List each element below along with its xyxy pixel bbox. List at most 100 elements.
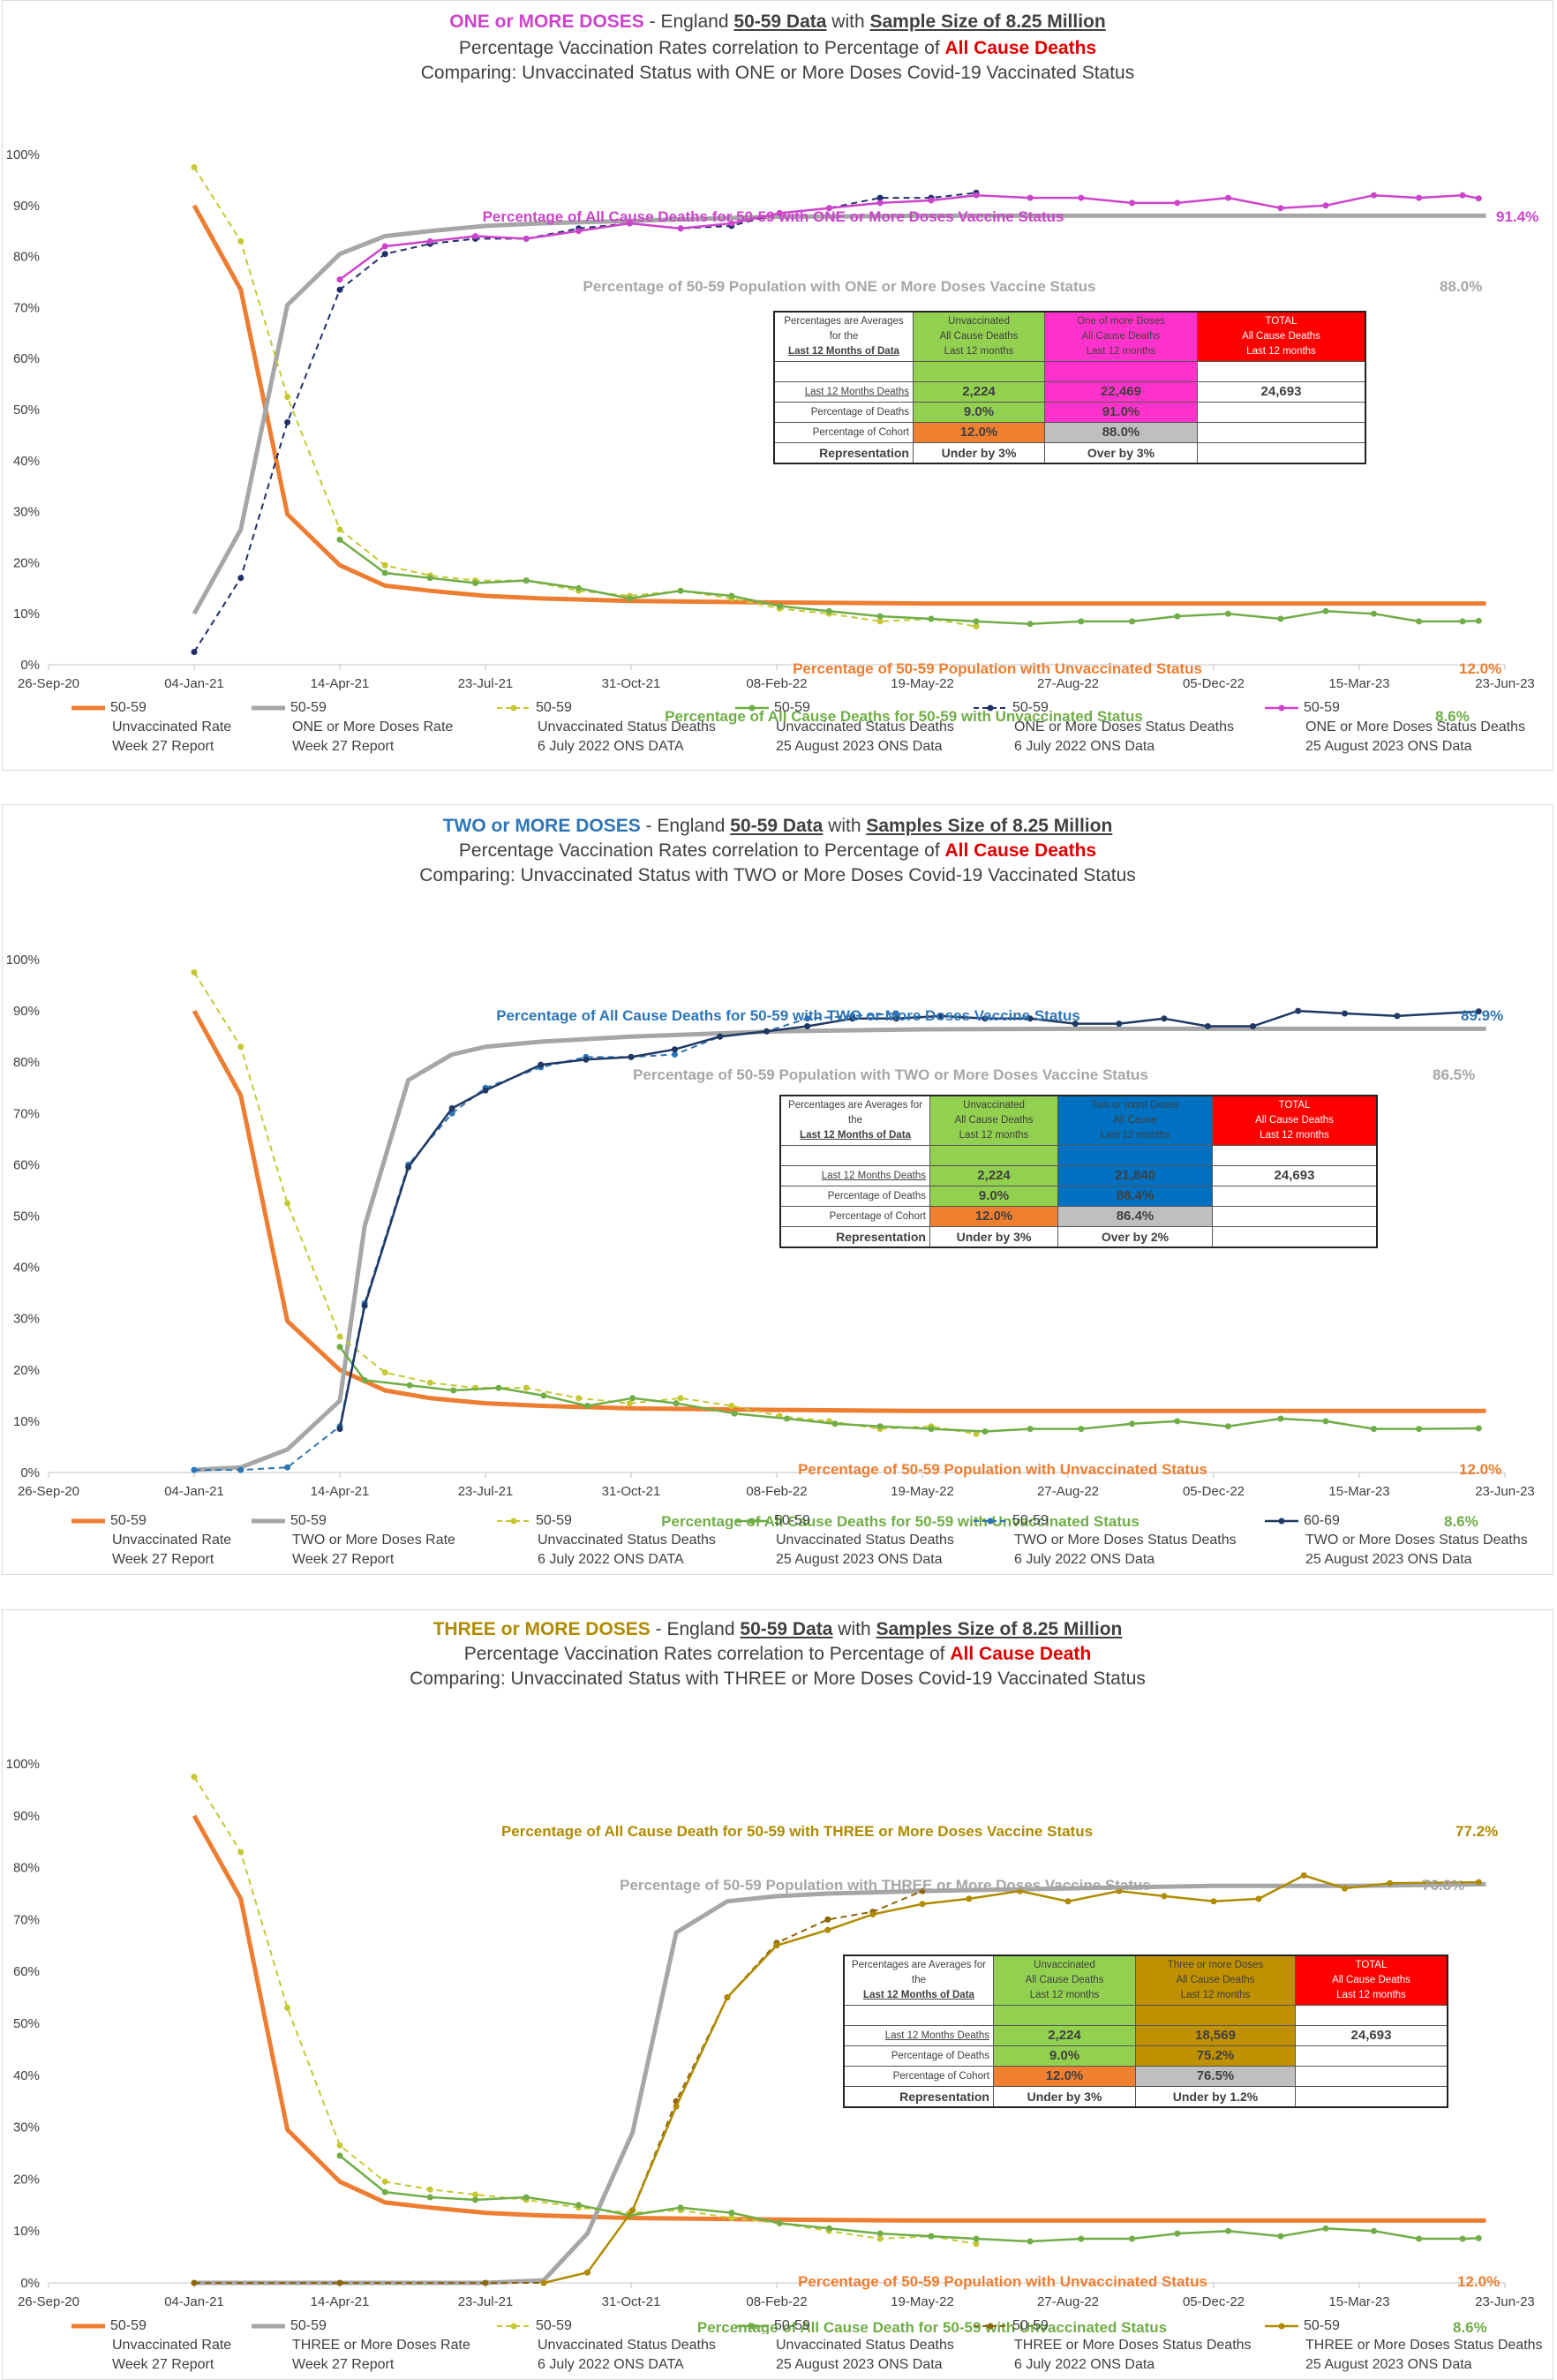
chart-legend: 50-59 Unvaccinated Rate Week 27 Report 50-5… — [3, 1511, 1553, 1573]
legend-label: 25 August 2023 ONS Data — [776, 739, 943, 754]
y-tick-label: 60% — [13, 1157, 40, 1172]
data-point — [776, 603, 783, 609]
data-point — [673, 2103, 680, 2110]
data-point — [677, 2204, 684, 2211]
legend-label: 6 July 2022 ONS DATA — [538, 2357, 684, 2372]
legend-label: ONE or More Doses Rate — [292, 719, 454, 734]
chart-panel-1: ONE or MORE DOSES - England 50-59 Data w… — [2, 0, 1553, 771]
table-header-note: Percentages are Averages for the Last 12 … — [773, 311, 914, 362]
legend-swatch — [497, 704, 530, 712]
data-point — [1475, 1879, 1482, 1886]
data-point — [336, 526, 343, 533]
series-value-label: 8.6% — [1453, 2319, 1487, 2334]
y-tick-label: 90% — [13, 199, 40, 214]
data-point — [825, 607, 832, 614]
legend-label: Week 27 Report — [292, 739, 395, 754]
legend-label: 50-59 — [290, 2318, 327, 2333]
data-point — [973, 2241, 980, 2248]
y-tick-label: 40% — [13, 454, 40, 469]
legend-label: 6 July 2022 ONS DATA — [538, 739, 684, 754]
data-point — [825, 2225, 832, 2232]
legend-entry: 50-59 Unvaccinated Status Deaths 6 July 20… — [497, 698, 716, 757]
y-tick-label: 80% — [13, 1055, 40, 1070]
data-point — [426, 2186, 433, 2193]
table-cell — [1212, 1206, 1378, 1227]
data-point — [1027, 621, 1034, 628]
data-point — [575, 2202, 583, 2209]
y-tick-label: 40% — [13, 1261, 40, 1276]
data-point — [869, 1911, 876, 1917]
series-value-label: 77.2% — [1455, 1823, 1498, 1840]
data-point — [1475, 1008, 1482, 1015]
table-spacer — [993, 2005, 1136, 2026]
legend-label: 6 July 2022 ONS Data — [1014, 2357, 1155, 2372]
title-text: - England — [640, 816, 731, 836]
data-point — [540, 1392, 547, 1399]
data-point — [1277, 2233, 1284, 2240]
title-text: with — [832, 1619, 876, 1639]
data-point — [1322, 2225, 1329, 2232]
data-point — [672, 1051, 678, 1058]
data-point — [937, 1013, 944, 1020]
chart-panel-2: TWO or MORE DOSES - England 50-59 Data w… — [2, 804, 1553, 1575]
series-annotation: Percentage of 50-59 Population with ONE … — [583, 278, 1096, 295]
data-point — [584, 1403, 590, 1409]
x-tick-label: 08-Feb-22 — [746, 1484, 807, 1499]
legend-swatch — [71, 1518, 105, 1524]
series-annotation: Percentage of All Cause Deaths for 50-59… — [661, 1513, 1140, 1529]
legend-label: 25 August 2023 ONS Data — [776, 1552, 943, 1567]
data-point — [1129, 2235, 1136, 2242]
data-point — [1416, 618, 1423, 625]
data-point — [677, 587, 684, 594]
legend-entry: 50-59 THREE or More Doses Status Deaths 25… — [1265, 2316, 1543, 2375]
legend-entry: 50-59 TWO or More Doses Rate Week 27 Repor… — [252, 1511, 455, 1570]
y-tick-label: 40% — [13, 2068, 40, 2083]
table-cell: 88.4% — [1057, 1186, 1213, 1207]
data-point — [1371, 610, 1377, 617]
chart-panel-3: THREE or MORE DOSES - England 50-59 Data… — [2, 1609, 1553, 2380]
data-point — [336, 2152, 343, 2159]
table-spacer — [929, 1145, 1058, 1166]
table-cell — [1197, 442, 1366, 464]
table-cell: 24,693 — [1295, 2025, 1448, 2046]
chart-subtitle-2: Comparing: Unvaccinated Status with THRE… — [410, 1668, 1146, 1689]
chart-subtitle: Percentage Vaccination Rates correlation… — [3, 1642, 1553, 1667]
table-cell: 18,569 — [1135, 2025, 1296, 2046]
chart-legend: 50-59 Unvaccinated Rate Week 27 Report 50-5… — [3, 698, 1553, 760]
data-point — [1250, 1023, 1256, 1029]
data-point — [575, 584, 583, 591]
legend-entry: 50-59 Unvaccinated Status Deaths 25 August… — [735, 2316, 954, 2375]
data-point — [1322, 202, 1329, 209]
series-line-2 — [193, 1026, 1486, 1472]
data-point — [628, 1053, 635, 1060]
data-point — [804, 1015, 811, 1022]
x-tick-label: 15-Mar-23 — [1328, 676, 1389, 691]
x-tick-label: 23-Jul-21 — [458, 2294, 514, 2309]
table-cell: 86.4% — [1057, 1206, 1213, 1227]
series-annotation: Percentage of All Cause Deaths for 50-59… — [496, 1007, 1080, 1024]
table-header-unvaccinated: Unvaccinated All Cause Deaths Last 12 mont… — [993, 1954, 1136, 2006]
data-point — [472, 2196, 478, 2203]
summary-table: Percentages are Averages for the Last 12 M… — [779, 1095, 1378, 1248]
series-value-label: 8.6% — [1435, 708, 1470, 725]
data-point — [731, 1410, 738, 1417]
x-tick-label: 08-Feb-22 — [746, 676, 807, 691]
table-cell — [1212, 1186, 1378, 1207]
table-cell: Over by 2% — [1057, 1226, 1213, 1248]
data-point — [728, 2215, 735, 2221]
series-line-1 — [192, 204, 1486, 606]
data-point — [426, 2194, 433, 2201]
table-cell: Over by 3% — [1044, 442, 1198, 464]
data-point — [284, 1200, 291, 1207]
x-tick-label: 05-Dec-22 — [1183, 676, 1245, 691]
legend-label: 25 August 2023 ONS Data — [1305, 739, 1472, 754]
x-tick-label: 27-Aug-22 — [1037, 1484, 1099, 1499]
legend-entry: 50-59 Unvaccinated Rate Week 27 Report — [71, 698, 231, 757]
data-point — [824, 1916, 831, 1923]
data-point — [876, 1423, 884, 1430]
table-row-label: Percentage of Cohort — [779, 1206, 930, 1227]
subtitle-text: Percentage Vaccination Rates correlation… — [463, 1644, 951, 1664]
x-tick-label: 26-Sep-20 — [18, 1484, 79, 1499]
legend-swatch — [974, 2323, 1007, 2330]
legend-entry: 50-59 Unvaccinated Status Deaths 6 July 20… — [497, 2316, 716, 2375]
